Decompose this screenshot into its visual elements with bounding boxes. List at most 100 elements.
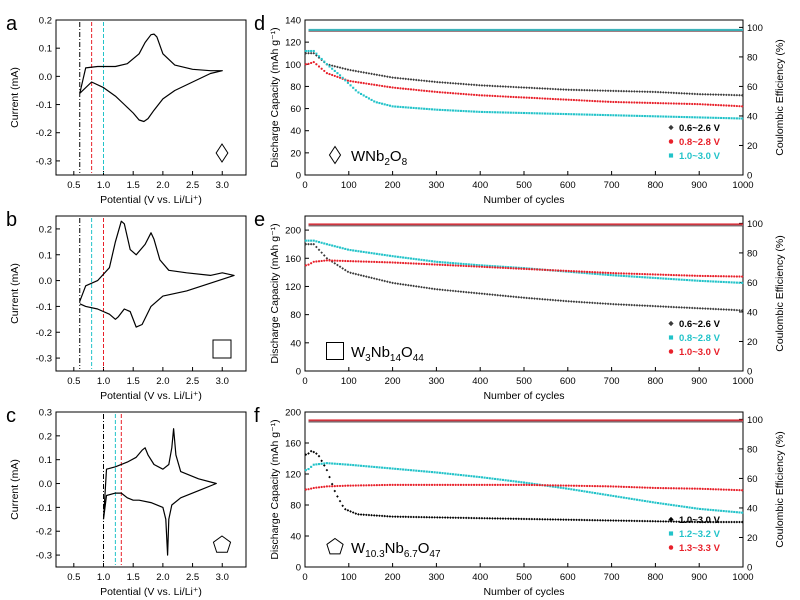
data-point [670, 277, 673, 281]
data-point [451, 289, 455, 293]
x-tick-label: 300 [428, 180, 444, 191]
data-point [659, 273, 662, 276]
data-point [499, 111, 502, 114]
data-point [452, 473, 455, 476]
x-tick-label: 0 [302, 376, 307, 387]
data-point [354, 69, 358, 73]
data-point [330, 482, 334, 486]
data-point [704, 520, 707, 524]
data-point [501, 111, 505, 114]
data-point [698, 103, 702, 106]
data-point [683, 306, 686, 309]
data-point [654, 115, 657, 118]
data-point [394, 483, 397, 486]
data-point [675, 305, 678, 309]
data-point [725, 275, 728, 278]
data-point [333, 245, 336, 248]
data-point [378, 466, 381, 469]
data-point [651, 304, 655, 308]
x-tick-label: 900 [691, 180, 707, 191]
data-point [396, 255, 399, 258]
data-point [454, 473, 457, 476]
data-point [630, 272, 633, 275]
data-point [328, 243, 331, 246]
data-point [491, 111, 494, 114]
data-point [436, 263, 439, 266]
data-point [354, 260, 357, 263]
data-point [504, 517, 507, 520]
data-point [619, 303, 623, 306]
data-point [412, 88, 415, 91]
data-point [338, 76, 342, 79]
data-point [688, 116, 691, 119]
data-point [680, 115, 683, 119]
data-point [380, 483, 384, 487]
data-point [643, 276, 646, 279]
data-point [651, 115, 654, 118]
data-point [464, 290, 468, 294]
data-point [317, 486, 321, 489]
data-point [354, 272, 358, 276]
data-point [612, 100, 615, 104]
data-point [470, 475, 473, 478]
data-point [493, 483, 497, 486]
data-point [475, 93, 478, 97]
data-point [375, 466, 378, 469]
data-point [551, 269, 555, 272]
x-tick-label: 800 [647, 572, 663, 583]
compound-part: Nb [385, 540, 404, 557]
x-tick-label: 700 [604, 376, 620, 387]
data-point [483, 94, 486, 97]
data-point [562, 484, 565, 487]
data-point [375, 252, 378, 255]
data-point [388, 483, 392, 487]
data-point [522, 517, 526, 521]
data-point [538, 484, 541, 487]
data-point [604, 271, 607, 274]
data-point [698, 274, 702, 278]
x-tick-label: 300 [428, 572, 444, 583]
data-point [454, 483, 457, 486]
data-point [501, 294, 505, 297]
data-point [606, 519, 610, 522]
data-point [443, 516, 447, 519]
data-point [714, 488, 717, 491]
data-point [528, 483, 531, 487]
data-point [388, 75, 392, 79]
data-point [391, 105, 394, 108]
data-point [315, 240, 318, 243]
data-point [520, 267, 523, 270]
data-point [719, 275, 723, 278]
data-point [357, 81, 360, 84]
data-point [360, 92, 363, 95]
data-point [491, 483, 494, 486]
data-point [562, 112, 565, 116]
data-point [578, 484, 581, 487]
x-axis-label: Potential (V vs. Li/Li⁺) [100, 194, 202, 206]
data-point [730, 104, 733, 107]
data-point [394, 467, 397, 470]
data-point [530, 86, 534, 90]
data-point [336, 72, 339, 75]
data-point [640, 304, 644, 307]
data-point [641, 114, 644, 118]
data-point [472, 483, 476, 486]
data-point [727, 93, 731, 97]
data-point [370, 276, 373, 280]
data-point [317, 241, 321, 244]
data-point [559, 98, 562, 101]
data-point [317, 260, 321, 263]
data-point [446, 81, 450, 85]
data-point [591, 272, 594, 275]
data-point [741, 281, 744, 284]
data-point [557, 484, 560, 487]
data-point [685, 278, 688, 282]
data-point [612, 485, 615, 488]
data-point [381, 253, 384, 256]
data-point [354, 249, 357, 252]
data-point [346, 270, 350, 274]
data-point [312, 51, 316, 55]
data-point [625, 89, 628, 93]
data-point [370, 465, 373, 468]
